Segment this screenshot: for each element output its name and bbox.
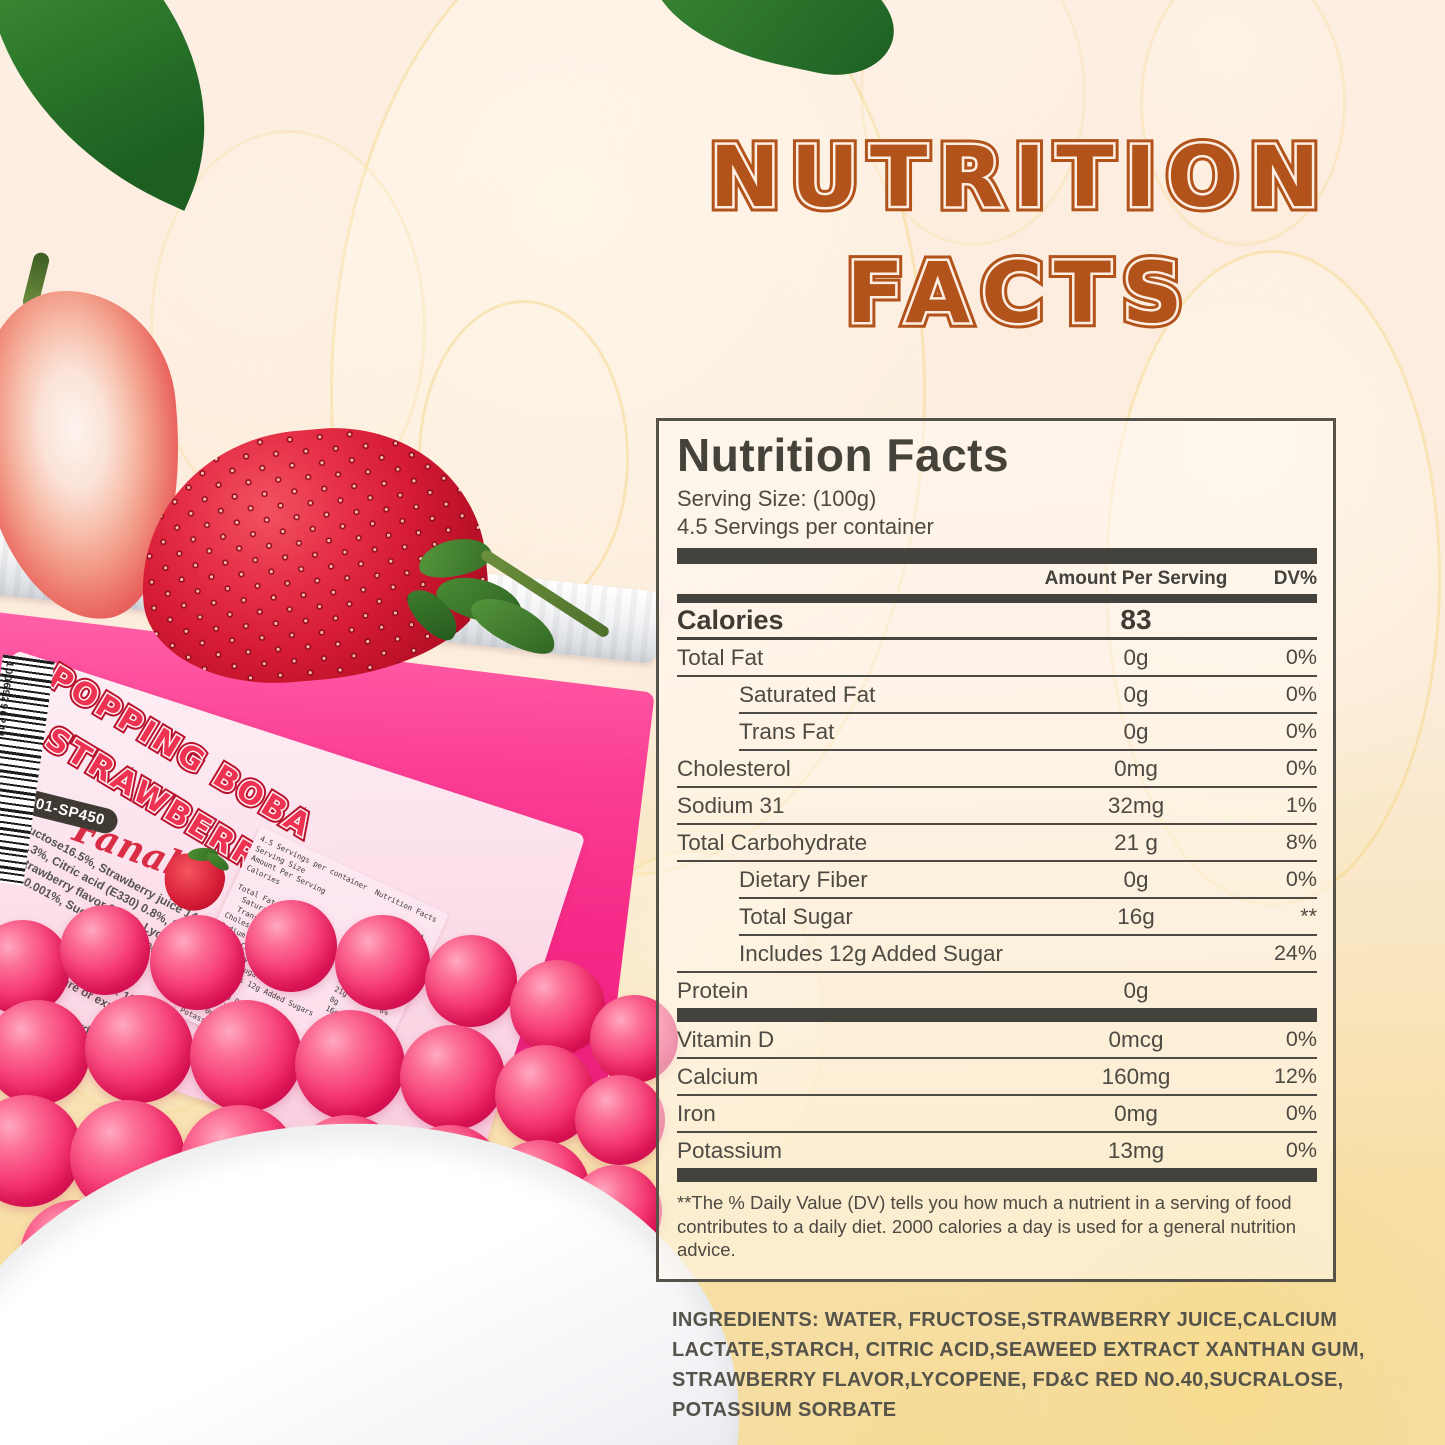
servings-per-container: 4.5 Servings per container: [677, 514, 934, 539]
boba-pearl: [190, 1000, 302, 1112]
divider: [677, 823, 1317, 825]
divider: [677, 675, 1317, 677]
nutrition-row: Iron 0mg 0%: [677, 1100, 1317, 1126]
nutrition-row: Sodium 31 32mg 1%: [677, 792, 1317, 818]
divider: [677, 637, 1317, 640]
background-bubble: [1140, 0, 1346, 246]
background-bubble: [860, 0, 1086, 246]
ingredients-line: STRAWBERRY FLAVOR,LYCOPENE, FD&C RED NO.…: [672, 1369, 1344, 1391]
nutrition-row: Includes 12g Added Sugar 24%: [739, 940, 1317, 966]
divider: [677, 1094, 1317, 1096]
nutrition-row: Calcium 160mg 12%: [677, 1063, 1317, 1089]
divider-thick: [677, 1008, 1317, 1022]
boba-pearl: [400, 1025, 505, 1130]
boba-pearl: [245, 900, 337, 992]
boba-pearl: [150, 915, 245, 1010]
nutrition-facts-panel: Nutrition Facts Serving Size: (100g) 4.5…: [656, 418, 1336, 1282]
nutrition-row: Protein 0g: [677, 977, 1149, 1003]
ingredients-line: POTASSIUM SORBATE: [672, 1399, 897, 1421]
calories-row: Calories 83: [677, 604, 1152, 635]
divider-medium: [677, 594, 1317, 603]
nutrition-row: Total Carbohydrate 21 g 8%: [677, 829, 1317, 855]
divider: [739, 712, 1317, 714]
boba-pearl: [510, 960, 605, 1055]
boba-pearl: [335, 915, 430, 1010]
panel-heading: Nutrition Facts: [677, 429, 1010, 481]
boba-pearl: [295, 1010, 405, 1120]
column-header-row: Amount Per Serving DV%: [677, 564, 1317, 594]
nutrition-row: Potassium 13mg 0%: [677, 1137, 1317, 1163]
ingredients-line: LACTATE,STARCH, CITRIC ACID,SEAWEED EXTR…: [672, 1339, 1365, 1361]
page-title: NUTRITION NUTRITION NUTRITION FACTS FACT…: [704, 123, 1331, 348]
divider: [677, 1057, 1317, 1059]
nutrition-row: Total Sugar 16g **: [739, 903, 1317, 929]
divider-thick: [677, 548, 1317, 564]
divider: [677, 971, 1317, 973]
divider: [739, 749, 1317, 751]
barcode-digits: 10069296241: [0, 660, 16, 740]
divider: [677, 860, 1317, 862]
col-amount-per-serving: Amount Per Serving: [1044, 568, 1228, 589]
col-dv: DV%: [1273, 568, 1317, 589]
boba-pearl: [60, 905, 150, 995]
divider: [739, 897, 1317, 899]
divider: [677, 786, 1317, 788]
nutrition-row: Cholesterol 0mg 0%: [677, 755, 1317, 781]
boba-pearl: [575, 1075, 665, 1165]
ingredients-line: INGREDIENTS: WATER, FRUCTOSE,STRAWBERRY …: [672, 1309, 1338, 1331]
nutrition-row: Dietary Fiber 0g 0%: [739, 866, 1317, 892]
divider: [739, 934, 1317, 936]
nutrition-row: Trans Fat 0g 0%: [739, 718, 1317, 744]
serving-size: Serving Size: (100g): [677, 486, 877, 511]
nutrition-row: Total Fat 0g 0%: [677, 644, 1317, 670]
boba-pearl: [85, 995, 193, 1103]
boba-pearl: [425, 935, 517, 1027]
nutrition-row: Saturated Fat 0g 0%: [739, 681, 1317, 707]
nutrition-row: Vitamin D 0mcg 0%: [677, 1026, 1317, 1052]
boba-pearl: [0, 1000, 90, 1105]
dv-footnote: **The % Daily Value (DV) tells you how m…: [677, 1192, 1297, 1260]
ingredients-list: INGREDIENTS: WATER, FRUCTOSE,STRAWBERRY …: [672, 1305, 1372, 1425]
divider-thick: [677, 1168, 1317, 1182]
divider: [677, 1131, 1317, 1133]
